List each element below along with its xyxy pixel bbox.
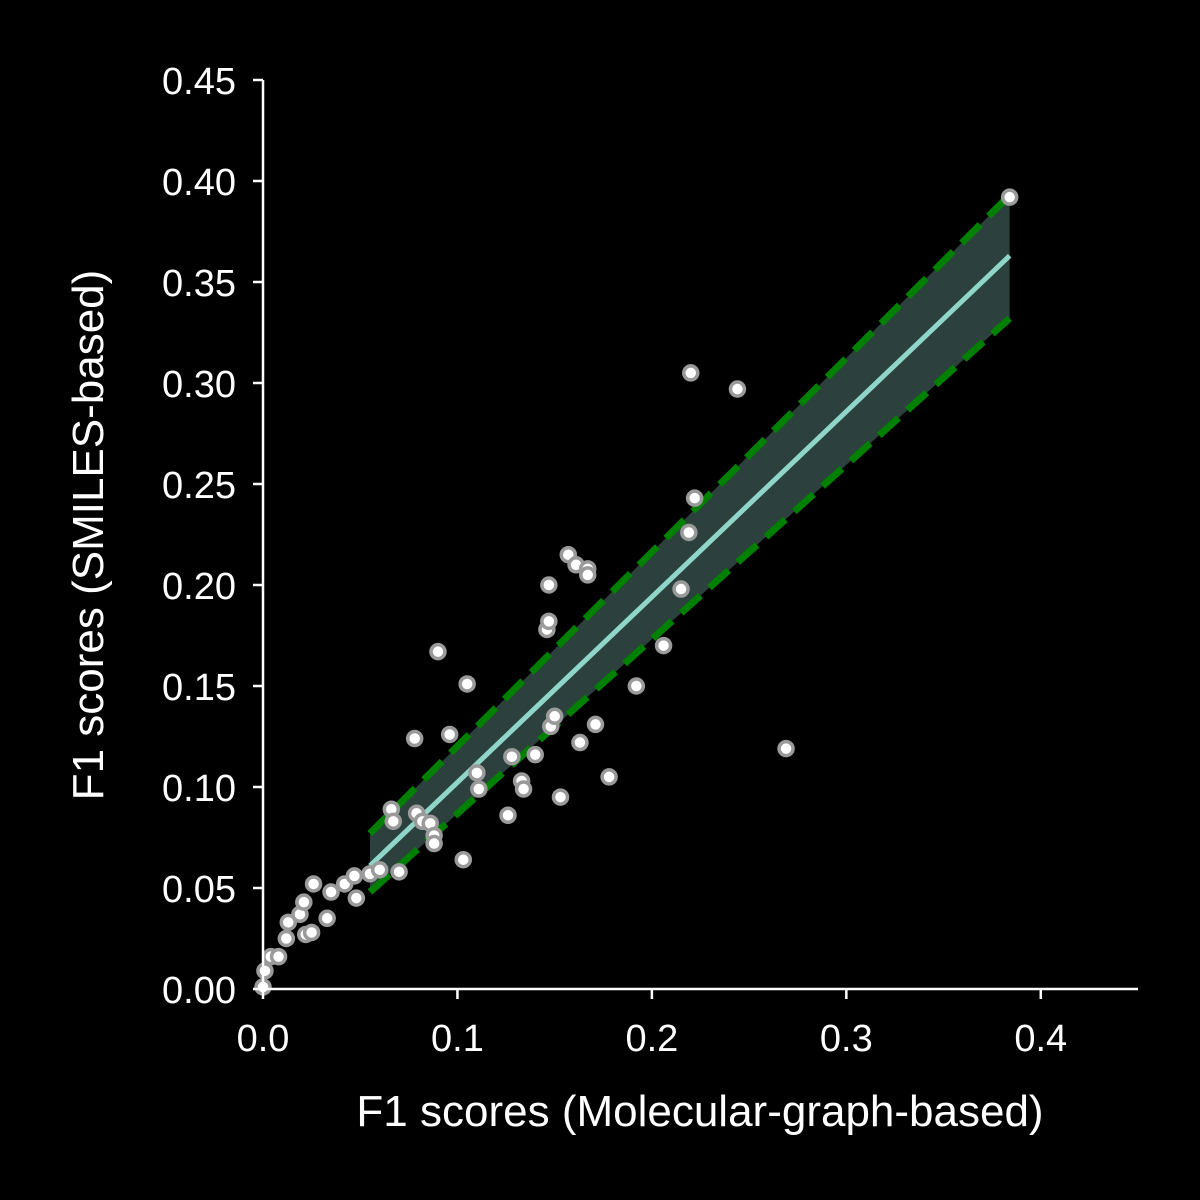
data-point [503, 747, 521, 766]
x-tick-label: 0.4 [1014, 1018, 1067, 1060]
data-point [425, 834, 443, 853]
lower-bound-line [367, 315, 1013, 895]
data-point [777, 739, 795, 758]
data-point [586, 715, 605, 734]
data-point [551, 788, 570, 806]
x-tick-label: 0.1 [431, 1018, 484, 1060]
data-point [347, 889, 366, 907]
data-point [256, 962, 274, 980]
data-point [440, 725, 459, 744]
y-tick-label: 0.15 [162, 667, 236, 709]
data-point [672, 580, 690, 598]
confidence-band [369, 195, 1010, 893]
data-point [295, 893, 313, 911]
y-axis-label: F1 scores (SMILES-based) [64, 270, 113, 801]
x-tick-label: 0.3 [820, 1018, 873, 1060]
data-point [384, 812, 403, 831]
data-point [526, 745, 544, 764]
data-point [514, 780, 533, 798]
x-tick-label: 0.0 [237, 1018, 290, 1060]
data-point [600, 768, 618, 786]
data-point [458, 675, 476, 693]
y-tick-label: 0.25 [162, 465, 236, 507]
y-tick-label: 0.00 [162, 970, 236, 1012]
data-point [627, 677, 646, 695]
y-tick-label: 0.05 [162, 869, 236, 911]
y-tick-label: 0.40 [162, 162, 236, 204]
data-point [405, 729, 424, 748]
data-point [680, 523, 698, 542]
data-point [318, 909, 336, 928]
data-point [390, 863, 408, 881]
y-tick-label: 0.10 [162, 768, 236, 810]
y-tick-label: 0.35 [162, 263, 236, 305]
data-point [345, 867, 364, 885]
data-point [728, 380, 747, 398]
data-point [304, 875, 323, 893]
data-point [685, 489, 704, 507]
data-point [1000, 188, 1019, 206]
data-point [499, 806, 517, 825]
data-point [468, 764, 486, 782]
data-point [578, 566, 597, 584]
data-point [454, 850, 473, 869]
data-points-layer [254, 188, 1019, 996]
data-point [370, 861, 389, 879]
data-point [540, 612, 558, 631]
axes-layer: 0.0 0.1 0.2 0.3 0.4 0.00 0.05 0.10 0.15 0.20 0.25 0… [162, 61, 1138, 1060]
y-tick-label: 0.20 [162, 566, 236, 608]
data-point [322, 883, 340, 901]
x-axis-label: F1 scores (Molecular-graph-based) [356, 1087, 1043, 1136]
data-point [302, 923, 321, 942]
data-point [540, 576, 558, 594]
data-point [429, 642, 447, 661]
x-tick-label: 0.2 [625, 1018, 678, 1060]
data-point [269, 947, 288, 966]
regression-line [368, 253, 1012, 868]
data-point [682, 364, 700, 382]
data-point [279, 913, 298, 932]
confidence-band-layer [367, 192, 1013, 895]
data-point [654, 636, 673, 655]
data-point [470, 780, 488, 798]
y-tick-label: 0.30 [162, 364, 236, 406]
data-point [545, 707, 564, 726]
data-point [277, 929, 296, 948]
y-tick-label: 0.45 [162, 61, 236, 103]
data-point [571, 733, 589, 752]
